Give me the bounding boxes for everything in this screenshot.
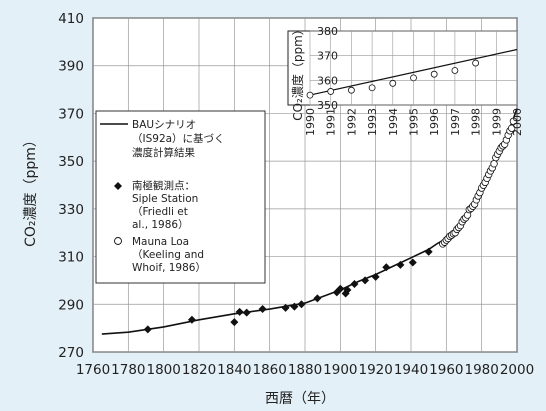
inset-mauna-loa-point — [328, 88, 334, 94]
main-x-tick-label: 1900 — [323, 362, 357, 378]
inset-y-axis-label: CO₂濃度（ppm） — [290, 23, 305, 121]
legend-siple-label: 南極観測点： — [132, 179, 195, 192]
legend-bau-label: BAUシナリオ — [132, 119, 196, 131]
inset-y-tick-label: 350 — [317, 99, 338, 112]
inset-plot-area — [288, 31, 517, 105]
main-x-tick-label: 1880 — [288, 362, 322, 378]
main-x-tick-label: 1940 — [394, 362, 428, 378]
inset-x-tick-label: 1993 — [366, 108, 379, 136]
legend-siple-label: Siple Station — [132, 193, 198, 205]
main-y-tick-label: 290 — [58, 297, 84, 313]
main-x-tick-label: 1920 — [358, 362, 392, 378]
inset-mauna-loa-point — [431, 71, 437, 77]
legend-bau-label: （IS92a）に基づく — [132, 132, 225, 145]
inset-x-tick-label: 1994 — [387, 108, 400, 136]
main-y-tick-label: 350 — [58, 154, 84, 170]
inset-x-tick-label: 1997 — [449, 108, 462, 136]
inset-y-tick-label: 360 — [317, 74, 338, 87]
main-y-tick-label: 370 — [58, 106, 84, 122]
inset-x-tick-label: 2000 — [511, 108, 524, 136]
inset-mauna-loa-point — [411, 75, 417, 81]
legend-siple-label: al., 1986） — [132, 219, 189, 231]
main-x-tick-label: 2000 — [500, 362, 534, 378]
main-y-tick-label: 390 — [58, 59, 84, 75]
main-x-tick-label: 1760 — [76, 362, 110, 378]
main-y-axis-label: CO₂濃度（ppm） — [23, 133, 39, 247]
legend-mauna-loa-label: Mauna Loa — [132, 236, 189, 248]
inset-x-tick-label: 1996 — [428, 108, 441, 136]
main-y-tick-label: 330 — [58, 202, 84, 218]
inset-y-tick-label: 380 — [317, 25, 338, 38]
inset-mauna-loa-point — [369, 85, 375, 91]
inset-mauna-loa-point — [348, 87, 354, 93]
inset-x-tick-label: 1999 — [490, 108, 503, 136]
inset-y-tick-label: 370 — [317, 50, 338, 63]
main-x-tick-label: 1800 — [146, 362, 180, 378]
legend-bau-label: 濃度計算結果 — [132, 146, 195, 159]
inset-mauna-loa-point — [473, 60, 479, 66]
main-y-tick-label: 410 — [58, 11, 84, 27]
inset-x-tick-label: 1992 — [345, 108, 358, 136]
main-x-tick-label: 1840 — [217, 362, 251, 378]
main-x-tick-label: 1860 — [252, 362, 286, 378]
inset-x-tick-label: 1995 — [408, 108, 421, 136]
main-y-tick-label: 310 — [58, 250, 84, 266]
main-x-axis-label: 西暦（年） — [265, 391, 335, 407]
legend-circle-symbol — [115, 238, 122, 245]
legend-mauna-loa-label: Whoif, 1986） — [132, 262, 206, 274]
main-x-tick-label: 1960 — [429, 362, 463, 378]
main-mauna-loa-point — [491, 160, 498, 167]
inset-x-tick-label: 1998 — [470, 108, 483, 136]
inset-x-tick-label: 1990 — [304, 108, 317, 136]
inset-mauna-loa-point — [452, 67, 458, 73]
main-x-tick-label: 1980 — [464, 362, 498, 378]
main-y-tick-label: 270 — [58, 345, 84, 361]
inset-x-tick-label: 1991 — [325, 108, 338, 136]
legend-mauna-loa-label: （Keeling and — [132, 249, 204, 261]
main-x-tick-label: 1780 — [111, 362, 145, 378]
inset-mauna-loa-point — [307, 92, 313, 98]
main-x-tick-label: 1820 — [182, 362, 216, 378]
legend-siple-label: （Friedli et — [132, 206, 188, 218]
inset-mauna-loa-point — [390, 80, 396, 86]
